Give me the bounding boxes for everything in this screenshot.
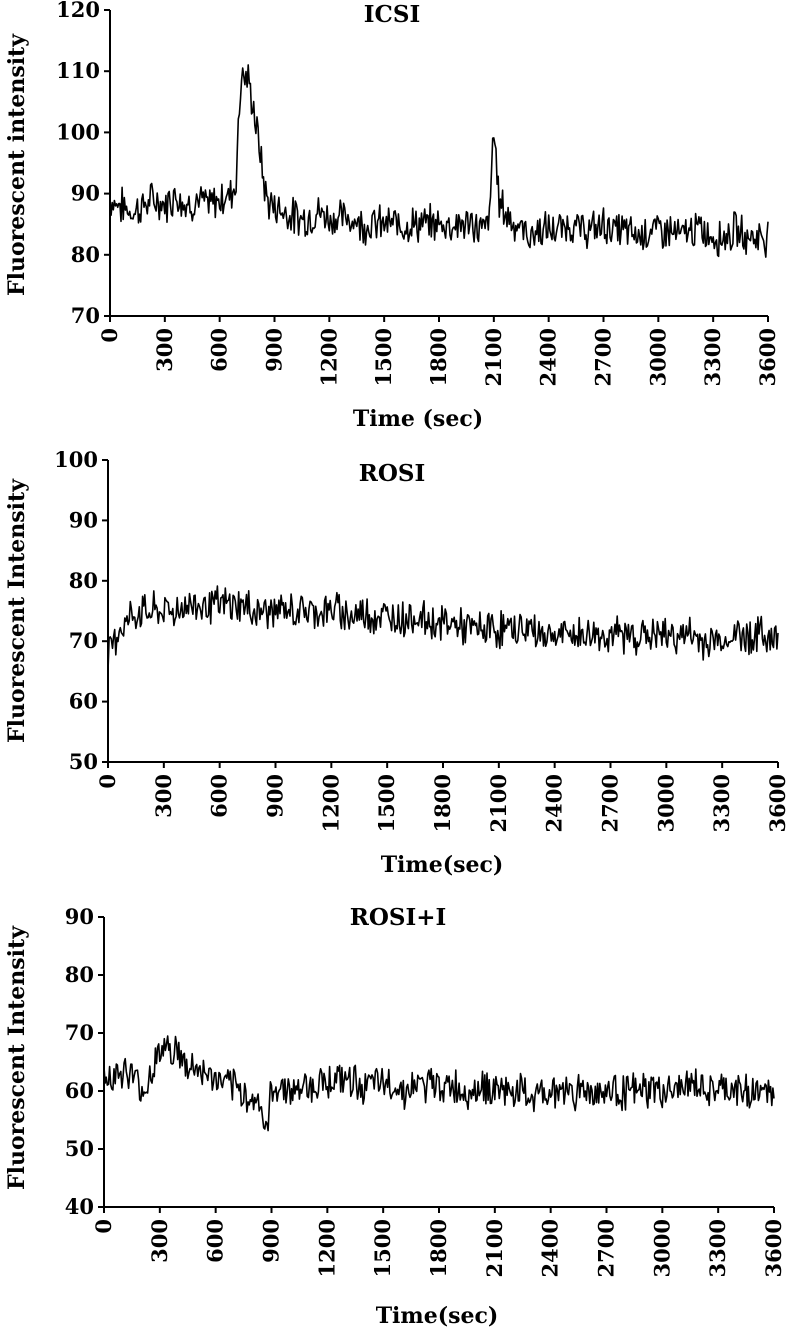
y-tick-label: 80 xyxy=(71,242,100,267)
y-tick-label: 80 xyxy=(65,962,94,987)
x-tick-label: 1500 xyxy=(374,774,399,832)
x-axis-ticks: 0 300 600 900 1200 1500 1800 2100 2400 2700 3000 33… xyxy=(95,762,790,832)
chart-title: ICSI xyxy=(364,1,420,28)
y-tick-label: 60 xyxy=(65,1078,94,1103)
x-tick-label: 3600 xyxy=(755,328,780,386)
chart-title: ROSI+I xyxy=(350,904,447,931)
x-tick-label: 0 xyxy=(97,328,122,343)
x-tick-label: 3000 xyxy=(645,328,670,386)
y-tick-label: 70 xyxy=(69,628,98,653)
x-tick-label: 0 xyxy=(91,1219,116,1234)
x-tick-label: 2700 xyxy=(598,774,623,832)
x-tick-label: 900 xyxy=(263,774,288,818)
y-axis-title: Fluorescent intensity xyxy=(4,33,30,296)
y-tick-label: 60 xyxy=(69,689,98,714)
y-tick-label: 120 xyxy=(56,0,100,22)
x-tick-label: 2400 xyxy=(538,1219,563,1277)
x-tick-label: 2100 xyxy=(486,774,511,832)
y-tick-label: 100 xyxy=(56,119,100,144)
x-tick-label: 600 xyxy=(207,328,232,372)
x-tick-label: 3300 xyxy=(709,774,734,832)
data-line xyxy=(103,1035,775,1132)
y-tick-label: 110 xyxy=(56,58,100,83)
x-tick-label: 300 xyxy=(152,328,177,372)
x-tick-label: 300 xyxy=(151,774,176,818)
data-line xyxy=(107,585,779,672)
x-tick-label: 0 xyxy=(95,774,120,789)
plot-axes xyxy=(109,10,768,317)
x-tick-label: 1200 xyxy=(316,328,341,386)
y-tick-label: 70 xyxy=(71,303,100,328)
y-tick-label: 90 xyxy=(65,904,94,929)
y-tick-label: 70 xyxy=(65,1020,94,1045)
x-tick-label: 2100 xyxy=(481,328,506,386)
chart-panel-rosi: ROSI Fluorescent Intensity Time(sec) 50 6… xyxy=(4,447,790,878)
x-axis-title: Time (sec) xyxy=(353,406,483,432)
chart-panel-icsi: ICSI Fluorescent intensity Time (sec) 70… xyxy=(4,0,780,432)
y-tick-label: 90 xyxy=(69,507,98,532)
x-tick-label: 600 xyxy=(207,774,232,818)
x-tick-label: 2400 xyxy=(542,774,567,832)
x-tick-label: 3600 xyxy=(761,1219,786,1277)
y-tick-label: 40 xyxy=(65,1194,94,1219)
y-tick-label: 50 xyxy=(65,1136,94,1161)
x-tick-label: 1800 xyxy=(430,774,455,832)
y-axis-title: Fluorescent Intensity xyxy=(4,478,30,743)
chart-panel-rosi-i: ROSI+I Fluorescent Intensity Time(sec) 4… xyxy=(4,904,786,1329)
x-tick-label: 1800 xyxy=(426,1219,451,1277)
x-tick-label: 3300 xyxy=(705,1219,730,1277)
y-axis-ticks: 40 50 60 70 80 90 xyxy=(65,904,104,1219)
y-axis-ticks: 50 60 70 80 90 100 xyxy=(54,447,108,774)
y-axis-ticks: 70 80 90 100 110 120 xyxy=(56,0,110,328)
x-tick-label: 3000 xyxy=(653,774,678,832)
plot-axes xyxy=(103,917,774,1208)
x-tick-label: 2700 xyxy=(594,1219,619,1277)
x-tick-label: 900 xyxy=(262,328,287,372)
x-tick-label: 1800 xyxy=(426,328,451,386)
y-tick-label: 80 xyxy=(69,568,98,593)
x-tick-label: 1200 xyxy=(314,1219,339,1277)
x-tick-label: 2100 xyxy=(482,1219,507,1277)
y-tick-label: 100 xyxy=(54,447,98,472)
x-tick-label: 1500 xyxy=(371,328,396,386)
x-tick-label: 900 xyxy=(259,1219,284,1263)
x-tick-label: 600 xyxy=(203,1219,228,1263)
y-tick-label: 90 xyxy=(71,181,100,206)
x-tick-label: 300 xyxy=(147,1219,172,1263)
x-tick-label: 1500 xyxy=(370,1219,395,1277)
data-line xyxy=(109,64,769,258)
x-tick-label: 1200 xyxy=(318,774,343,832)
x-tick-label: 3600 xyxy=(765,774,790,832)
x-tick-label: 2700 xyxy=(591,328,616,386)
x-axis-ticks: 0 300 600 900 1200 1500 1800 2100 2400 2700 3000 33… xyxy=(97,316,780,386)
x-axis-title: Time(sec) xyxy=(381,852,504,878)
y-axis-title: Fluorescent Intensity xyxy=(4,925,30,1190)
chart-title: ROSI xyxy=(359,460,426,487)
x-axis-title: Time(sec) xyxy=(376,1303,499,1329)
x-axis-ticks: 0 300 600 900 1200 1500 1800 2100 2400 2700 3000 33… xyxy=(91,1207,786,1277)
x-tick-label: 3000 xyxy=(649,1219,674,1277)
y-tick-label: 50 xyxy=(69,749,98,774)
x-tick-label: 3300 xyxy=(700,328,725,386)
x-tick-label: 2400 xyxy=(536,328,561,386)
